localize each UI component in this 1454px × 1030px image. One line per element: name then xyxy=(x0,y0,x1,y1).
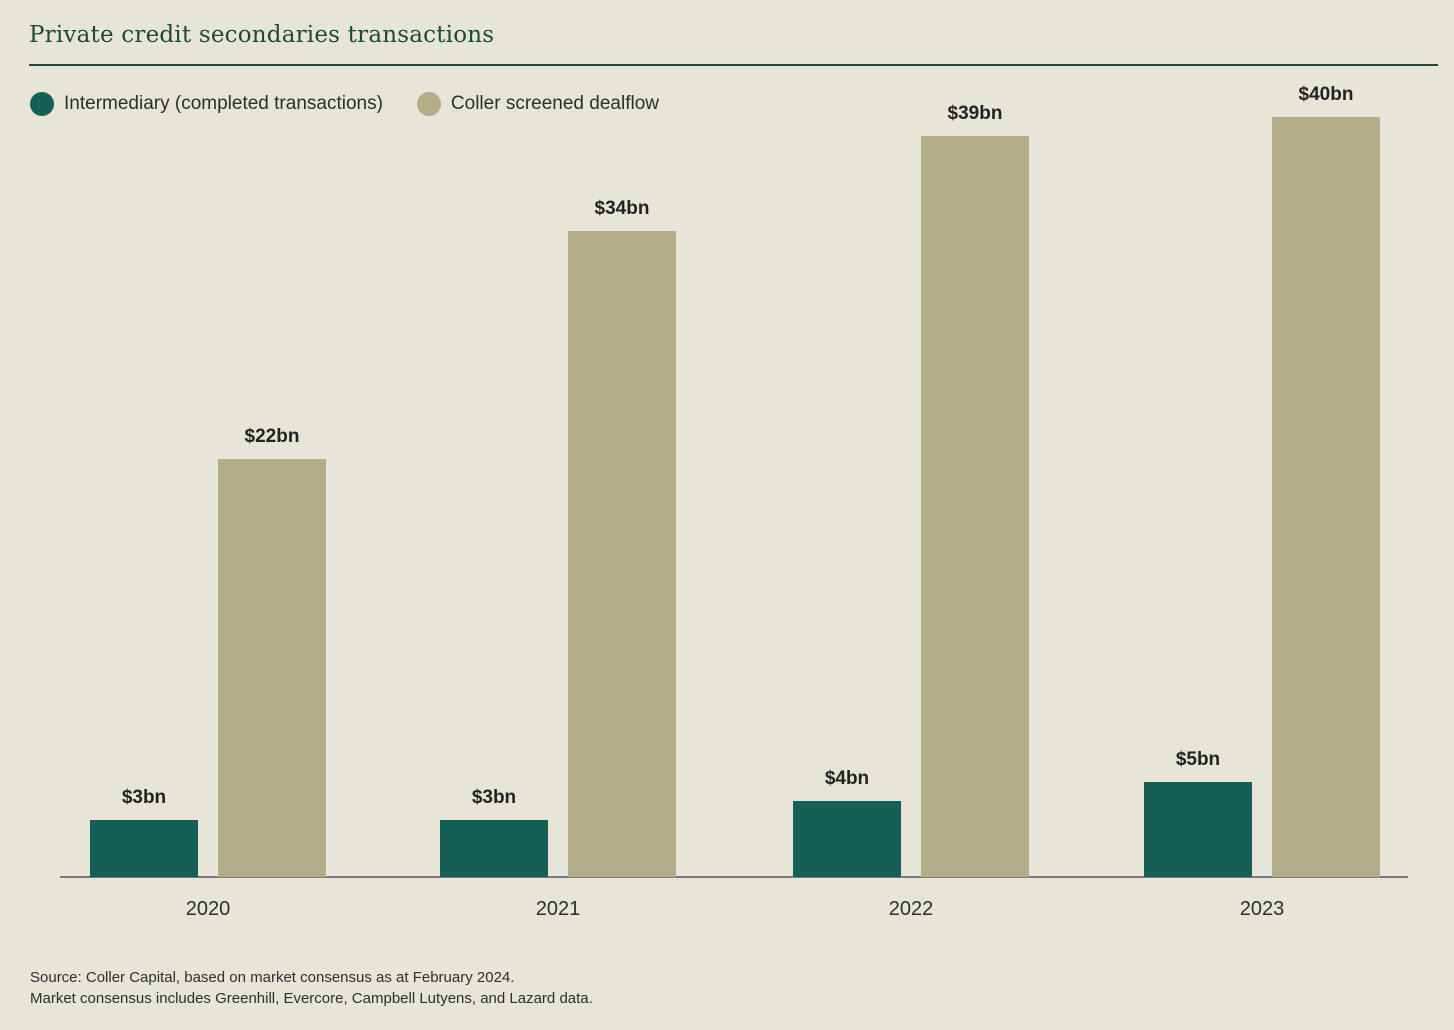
legend-label-intermediary: Intermediary (completed transactions) xyxy=(64,93,383,114)
x-tick-label-2020: 2020 xyxy=(186,898,231,920)
x-tick-label-2021: 2021 xyxy=(536,898,581,920)
legend-item-coller: Coller screened dealflow xyxy=(416,92,659,116)
x-tick-label-2023: 2023 xyxy=(1240,898,1285,920)
legend-label-coller: Coller screened dealflow xyxy=(450,93,659,114)
bar-coller-2022 xyxy=(921,136,1029,877)
chart-legend: Intermediary (completed transactions) Co… xyxy=(30,92,693,116)
bar-intermediary-2023 xyxy=(1144,782,1252,877)
source-line-1: Source: Coller Capital, based on market … xyxy=(30,969,515,986)
source-note: Source: Coller Capital, based on market … xyxy=(30,967,593,1009)
data-label-coller-2020: $22bn xyxy=(245,426,300,447)
bar-intermediary-2022 xyxy=(793,801,901,877)
data-label-intermediary-2020: $3bn xyxy=(122,787,166,808)
bar-coller-2021 xyxy=(568,231,676,877)
legend-swatch-intermediary xyxy=(30,92,54,116)
bar-intermediary-2021 xyxy=(440,820,548,877)
chart-title: Private credit secondaries transactions xyxy=(29,22,495,48)
data-label-intermediary-2022: $4bn xyxy=(825,768,869,789)
x-tick-label-2022: 2022 xyxy=(889,898,934,920)
legend-item-intermediary: Intermediary (completed transactions) xyxy=(30,92,383,116)
data-label-intermediary-2021: $3bn xyxy=(472,787,516,808)
bar-coller-2020 xyxy=(218,459,326,877)
legend-swatch-coller xyxy=(416,92,441,116)
bar-coller-2023 xyxy=(1272,117,1380,877)
data-label-coller-2023: $40bn xyxy=(1299,84,1354,105)
bar-intermediary-2020 xyxy=(90,820,198,877)
data-label-intermediary-2023: $5bn xyxy=(1176,749,1220,770)
title-divider xyxy=(29,64,1438,66)
bar-chart: $3bn $22bn 2020 $3bn $34bn 2021 $4bn $39bn 2022 $… xyxy=(60,84,1408,920)
data-label-coller-2021: $34bn xyxy=(595,198,650,219)
data-label-coller-2022: $39bn xyxy=(948,103,1003,124)
source-line-2: Market consensus includes Greenhill, Eve… xyxy=(30,990,593,1007)
